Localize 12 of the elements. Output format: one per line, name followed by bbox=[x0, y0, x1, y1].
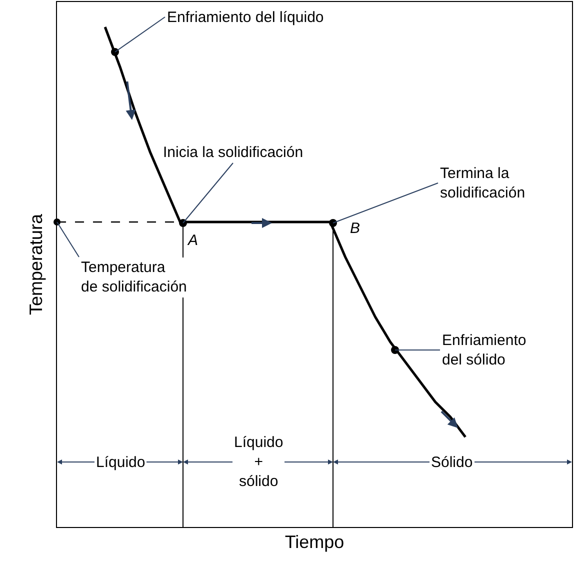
annotation: Termina la solidificación bbox=[440, 165, 526, 202]
annotation: B bbox=[350, 220, 360, 237]
y-axis-title: Temperatura bbox=[26, 212, 46, 316]
ref-line-label: Temperatura de solidificación bbox=[81, 259, 187, 296]
annotation: A bbox=[187, 232, 198, 249]
annotation: Enfriamiento del sólido bbox=[442, 332, 526, 368]
annotation: Inicia la solidificación bbox=[163, 144, 304, 161]
annotation: Líquido + sólido bbox=[234, 434, 284, 490]
annotation: Líquido bbox=[96, 454, 146, 471]
text: Enfriamiento del líquido bbox=[167, 9, 324, 26]
annotation: Sólido bbox=[431, 454, 473, 471]
x-axis-title: Tiempo bbox=[284, 532, 344, 552]
